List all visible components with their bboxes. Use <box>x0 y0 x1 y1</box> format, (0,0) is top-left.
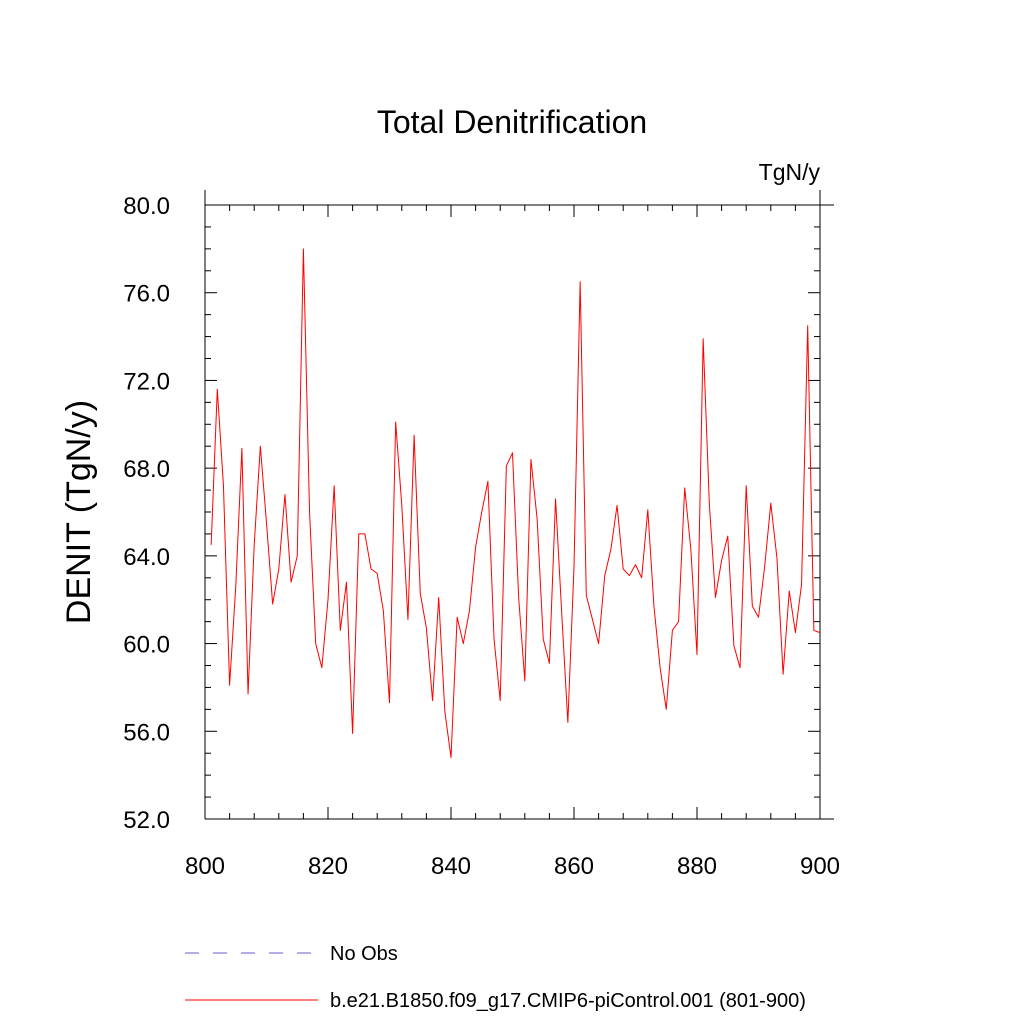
y-tick-label: 56.0 <box>123 719 170 746</box>
y-axis-label: DENIT (TgN/y) <box>60 400 98 624</box>
y-tick-label: 80.0 <box>123 193 170 220</box>
series-layer <box>210 248 821 759</box>
x-tick-labels: 800 820 840 860 880 900 <box>185 853 840 880</box>
x-tick-label: 860 <box>554 853 594 880</box>
x-tick-label: 820 <box>308 853 348 880</box>
legend: No Obs b.e21.B1850.f09_g17.CMIP6-piContr… <box>185 943 806 1012</box>
chart-title: Total Denitrification <box>377 104 647 140</box>
y-tick-label: 68.0 <box>123 456 170 483</box>
y-tick-label: 60.0 <box>123 632 170 659</box>
y-tick-label: 76.0 <box>123 281 170 308</box>
x-tick-label: 880 <box>677 853 717 880</box>
y-tick-labels: 52.0 56.0 60.0 64.0 68.0 72.0 76.0 80.0 <box>123 193 170 834</box>
units-label: TgN/y <box>759 159 821 185</box>
x-tick-label: 900 <box>800 853 840 880</box>
axes <box>204 190 834 820</box>
series-line-model <box>210 248 821 759</box>
legend-obs-label: No Obs <box>330 943 398 965</box>
legend-model-label: b.e21.B1850.f09_g17.CMIP6-piControl.001 … <box>330 990 806 1012</box>
x-tick-label: 840 <box>431 853 471 880</box>
y-tick-label: 52.0 <box>123 807 170 834</box>
y-tick-label: 72.0 <box>123 368 170 395</box>
x-tick-label: 800 <box>185 853 225 880</box>
y-tick-label: 64.0 <box>123 544 170 571</box>
